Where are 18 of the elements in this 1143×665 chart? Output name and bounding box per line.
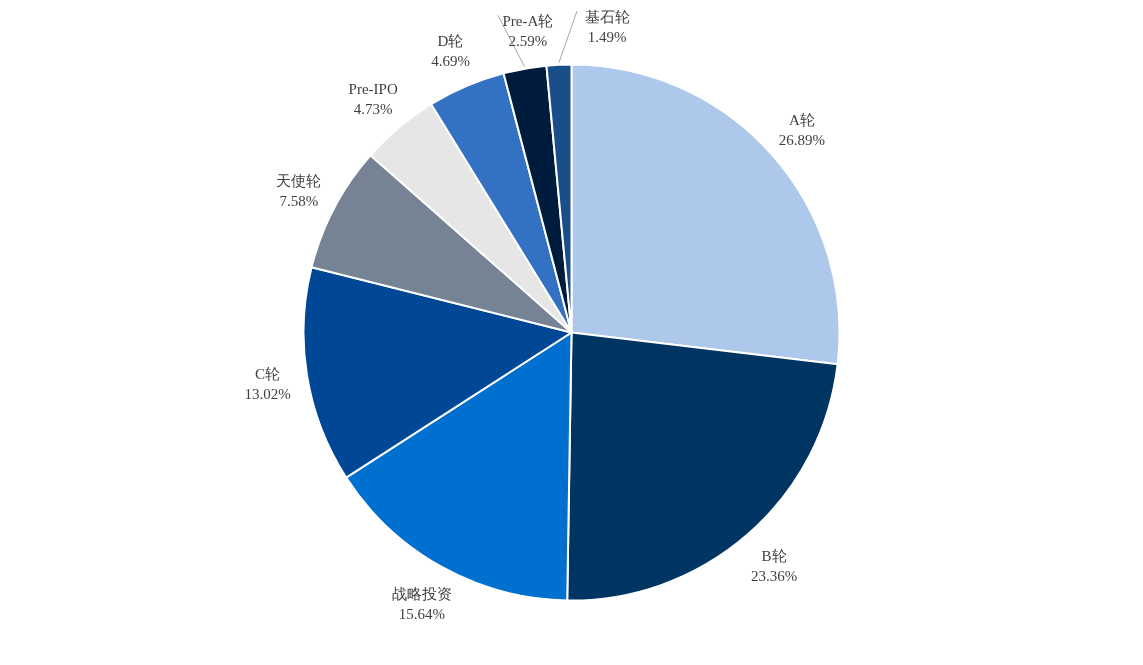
slice-label: 战略投资 (391, 585, 452, 602)
data-label: 13.02% (244, 386, 291, 403)
data-label: 4.73% (353, 100, 393, 117)
data-label: 7.58% (279, 193, 319, 210)
slice-label: Pre-IPO (348, 80, 398, 97)
slice-label: 基石轮 (584, 8, 630, 25)
slice-label: Pre-A轮 (502, 13, 554, 30)
data-label: 15.64% (398, 605, 445, 622)
data-label: 4.69% (431, 53, 470, 70)
slice-label: A轮 (788, 112, 815, 129)
slice-label: D轮 (437, 33, 464, 50)
slice-label: B轮 (761, 548, 787, 565)
slice-label: 天使轮 (276, 173, 322, 190)
data-label: 23.36% (750, 568, 798, 585)
slice-label: C轮 (255, 366, 281, 383)
data-label: 1.49% (587, 28, 627, 45)
data-label: 2.59% (508, 33, 548, 50)
data-label: 26.89% (778, 132, 825, 149)
